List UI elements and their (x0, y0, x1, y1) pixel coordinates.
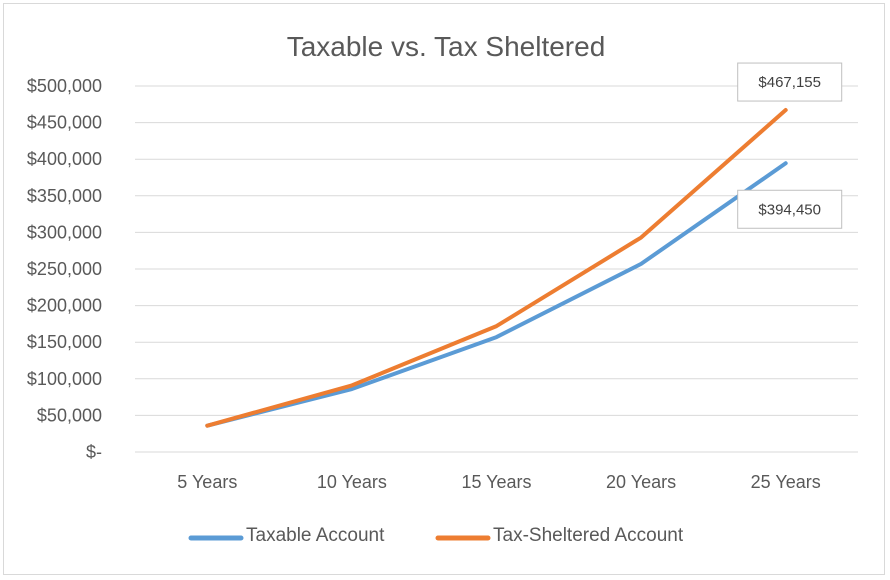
series-line-1 (205, 108, 788, 428)
x-tick-label: 5 Years (177, 472, 237, 492)
y-tick-label: $50,000 (37, 405, 102, 425)
series-lines (205, 108, 788, 428)
y-tick-label: $350,000 (27, 186, 102, 206)
y-tick-label: $- (86, 442, 102, 462)
x-tick-label: 10 Years (317, 472, 387, 492)
legend: Taxable Account Tax-Sheltered Account (188, 525, 684, 546)
y-tick-label: $150,000 (27, 332, 102, 352)
callout-box (737, 62, 843, 102)
y-tick-label: $400,000 (27, 149, 102, 169)
data-callouts: $467,155 $394,450 (737, 62, 843, 229)
y-tick-label: $250,000 (27, 259, 102, 279)
y-tick-label: $450,000 (27, 113, 102, 133)
callout-label: $467,155 (758, 74, 821, 91)
x-tick-label: 20 Years (606, 472, 676, 492)
x-axis-tick-labels: 5 Years 10 Years 15 Years 20 Years 25 Years (177, 472, 820, 492)
legend-label: Tax-Sheltered Account (493, 525, 684, 546)
callout-box (737, 189, 843, 229)
y-tick-label: $200,000 (27, 296, 102, 316)
x-tick-label: 25 Years (751, 472, 821, 492)
callout-label: $394,450 (758, 201, 821, 218)
y-tick-label: $100,000 (27, 369, 102, 389)
chart-title: Taxable vs. Tax Sheltered (287, 31, 606, 62)
y-tick-label: $300,000 (27, 222, 102, 242)
legend-label: Taxable Account (246, 525, 385, 546)
y-tick-label: $500,000 (27, 76, 102, 96)
x-tick-label: 15 Years (461, 472, 531, 492)
series-line-0 (205, 161, 788, 428)
y-axis-tick-labels: $- $50,000 $100,000 $150,000 $200,000 $250,00… (27, 76, 102, 462)
